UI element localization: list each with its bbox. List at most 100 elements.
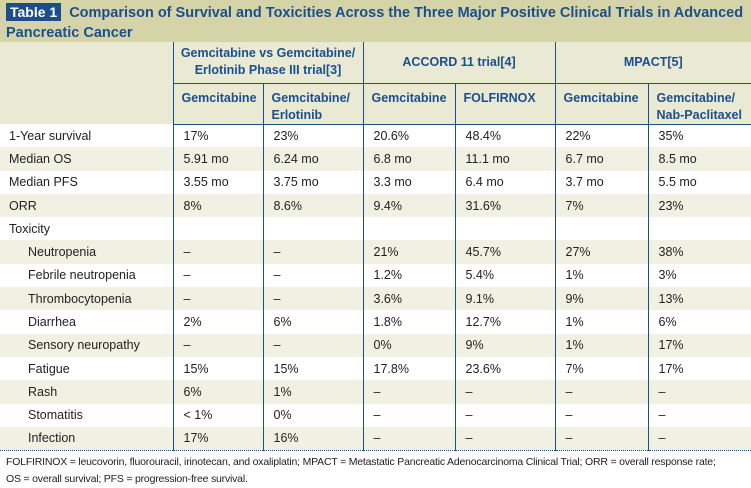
row-label: Sensory neuropathy bbox=[0, 333, 173, 357]
table-row: Median PFS 3.55 mo 3.75 mo 3.3 mo 6.4 mo 3.7 … bbox=[0, 170, 751, 194]
arm-header: Gemcitabine/ Erlotinib bbox=[262, 83, 363, 125]
table-cell: 48.4% bbox=[454, 124, 556, 148]
row-label: Febrile neutropenia bbox=[28, 268, 136, 283]
table-cell: 3.55 mo bbox=[172, 170, 263, 194]
table-cell: 6.4 mo bbox=[454, 170, 556, 194]
table-cell: 7% bbox=[554, 193, 649, 218]
table-cell: 8.6% bbox=[262, 193, 363, 218]
table-cell: 23% bbox=[262, 124, 363, 148]
table-cell: 15% bbox=[172, 356, 263, 381]
table-cell: – bbox=[172, 333, 263, 357]
table-cell: – bbox=[454, 380, 556, 404]
table-cell: 6.8 mo bbox=[362, 147, 455, 171]
table-cell: 0% bbox=[362, 333, 455, 357]
table-cell: 17% bbox=[647, 356, 751, 381]
table-cell: 1% bbox=[262, 380, 363, 404]
table-cell: 23.6% bbox=[454, 356, 556, 381]
row-label: Neutropenia bbox=[0, 240, 173, 264]
arm-header: FOLFIRNOX bbox=[454, 83, 556, 125]
table-cell: 1.8% bbox=[362, 310, 455, 334]
table-cell: 38% bbox=[647, 240, 751, 264]
row-label: 1-Year survival bbox=[9, 128, 92, 143]
table-cell: – bbox=[454, 426, 556, 451]
table-cell: 8.5 mo bbox=[647, 147, 751, 171]
row-label: Median PFS bbox=[9, 175, 78, 190]
table-row: Thrombocytopenia – –3.6% 9.1% 9% 13% bbox=[0, 287, 751, 311]
table-cell: 5.4% bbox=[454, 263, 556, 288]
table-cell: – bbox=[262, 287, 363, 311]
table-cell: 17% bbox=[172, 124, 263, 148]
table-row: Diarrhea 2% 6% 1.8% 12.7% 1% 6% bbox=[0, 310, 751, 334]
table-row: Rash 6% 1% – – – – bbox=[0, 380, 751, 404]
table-cell: 8% bbox=[172, 193, 263, 218]
table-cell: 6.7 mo bbox=[554, 147, 649, 171]
table-row: Sensory neuropathy – –0% 9% 1% 17% bbox=[0, 333, 751, 357]
table-cell: – bbox=[362, 380, 455, 404]
table-body: 1-Year survival 17% 23% 20.6% 48.4% 22% 35% Med… bbox=[0, 124, 751, 451]
table-cell: 21% bbox=[362, 240, 455, 264]
footnote-line: FOLFIRINOX = leucovorin, fluorouracil, i… bbox=[6, 455, 716, 468]
table-cell: 22% bbox=[554, 124, 649, 148]
table-cell bbox=[262, 217, 363, 241]
table-cell: 6% bbox=[172, 380, 263, 404]
arm-header: Gemcitabine bbox=[172, 83, 263, 125]
row-label: Rash bbox=[0, 380, 173, 404]
table-cell: 3.7 mo bbox=[554, 170, 649, 194]
arm-header: Gemcitabine bbox=[362, 83, 455, 125]
table-cell: 5.91 mo bbox=[172, 147, 263, 171]
table-cell: 27% bbox=[554, 240, 649, 264]
row-label: Stomatitis bbox=[28, 408, 83, 423]
table-row: Febrile neutropenia – –1.2% 5.4% 1% 3% bbox=[0, 263, 751, 288]
arm-header: Gemcitabine/ Nab-Paclitaxel bbox=[647, 83, 751, 125]
arm-header: Gemcitabine bbox=[554, 83, 649, 125]
table-cell: – bbox=[262, 240, 363, 264]
table-cell: 1.2% bbox=[362, 263, 455, 288]
table-cell: – bbox=[362, 403, 455, 427]
table-cell: 7% bbox=[554, 356, 649, 381]
table-title-band: Table 1 Comparison of Survival and Toxici… bbox=[0, 0, 751, 42]
arm-header-row: Gemcitabine Gemcitabine/ Erlotinib Gemci… bbox=[0, 83, 751, 125]
table-cell: 9.4% bbox=[362, 193, 455, 218]
table-cell: 17% bbox=[647, 333, 751, 357]
table-cell: 6% bbox=[262, 310, 363, 334]
row-label: Toxicity bbox=[9, 221, 50, 236]
table-title: Comparison of Survival and Toxicities Ac… bbox=[6, 5, 744, 41]
table-cell: 23% bbox=[647, 193, 751, 218]
table-cell: 1% bbox=[554, 263, 649, 288]
table-cell bbox=[647, 217, 751, 241]
table-cell: – bbox=[172, 240, 263, 264]
table-row: Fatigue 15% 15% 17.8% 23.6% 7% 17% bbox=[0, 356, 751, 381]
table-cell: 9% bbox=[454, 333, 556, 357]
table-cell: 45.7% bbox=[454, 240, 556, 264]
table-row: Stomatitis < 1% 0% – – – – bbox=[0, 403, 751, 427]
table-cell: – bbox=[362, 426, 455, 451]
table-cell: – bbox=[647, 426, 751, 451]
table-cell: – bbox=[172, 263, 263, 288]
table-cell: 3.3 mo bbox=[362, 170, 455, 194]
table-cell: 6.24 mo bbox=[262, 147, 363, 171]
table-cell: 35% bbox=[647, 124, 751, 148]
table-cell: 11.1 mo bbox=[454, 147, 556, 171]
row-label: Infection bbox=[0, 426, 173, 451]
table-cell: 9.1% bbox=[454, 287, 556, 311]
table-cell: 2% bbox=[172, 310, 263, 334]
group-header-row: Gemcitabine vs Gemcitabine/ Erlotinib Ph… bbox=[0, 42, 751, 124]
table-cell: 13% bbox=[647, 287, 751, 311]
table-cell bbox=[362, 217, 455, 241]
row-label: Thrombocytopenia bbox=[0, 287, 173, 311]
table-cell: 3% bbox=[647, 263, 751, 288]
footnote-line: OS = overall survival; PFS = progression… bbox=[6, 472, 248, 485]
table-cell: – bbox=[262, 263, 363, 288]
table-cell: – bbox=[172, 287, 263, 311]
table-cell: – bbox=[454, 403, 556, 427]
table-cell: 3.75 mo bbox=[262, 170, 363, 194]
table-cell: 15% bbox=[262, 356, 363, 381]
table-cell: – bbox=[554, 380, 649, 404]
table-cell: 20.6% bbox=[362, 124, 455, 148]
table-cell: – bbox=[262, 333, 363, 357]
table-cell: – bbox=[554, 426, 649, 451]
table-cell: 3.6% bbox=[362, 287, 455, 311]
table-cell: – bbox=[554, 403, 649, 427]
table-cell bbox=[554, 217, 649, 241]
row-label: Diarrhea bbox=[28, 315, 76, 330]
